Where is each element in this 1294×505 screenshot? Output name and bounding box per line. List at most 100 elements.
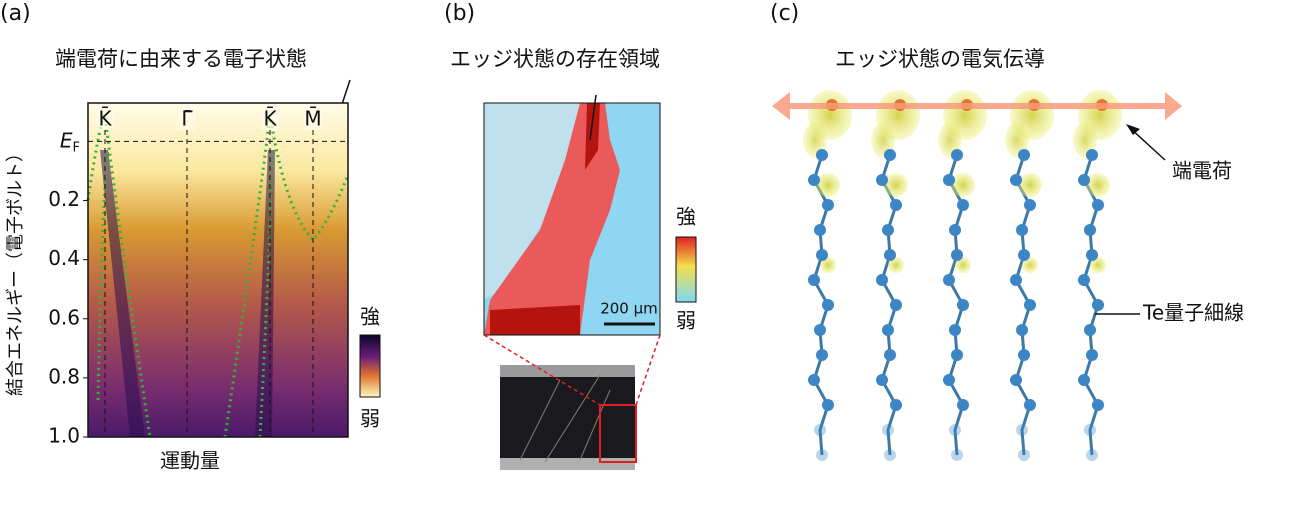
te-atom xyxy=(876,174,888,186)
y-tick-label: 0.6 xyxy=(48,305,80,329)
te-atom xyxy=(876,374,888,386)
te-atom xyxy=(1086,349,1098,361)
charge-density xyxy=(938,122,962,158)
te-atom xyxy=(1010,174,1022,186)
k-label-bg xyxy=(178,108,196,130)
te-atom xyxy=(1092,199,1104,211)
charge-density xyxy=(1022,257,1038,273)
annotation-arrow xyxy=(1129,127,1166,161)
te-atom xyxy=(1024,399,1036,411)
charge-density xyxy=(871,122,895,158)
charge-density xyxy=(888,257,904,273)
te-atom xyxy=(890,299,902,311)
te-atom xyxy=(957,399,969,411)
y-tick-label: 0.2 xyxy=(48,187,80,211)
te-atom xyxy=(816,249,828,261)
charge-density xyxy=(1073,122,1097,158)
y-tick-label: 1.0 xyxy=(48,424,80,448)
panel-c: (c) エッジ状態の電気伝導 端電荷 Te量子細線 xyxy=(770,1,1244,461)
k-point-label: K̄ xyxy=(98,106,112,131)
band-dark xyxy=(100,150,275,437)
te-atom xyxy=(808,174,820,186)
fermi-label: EF xyxy=(60,128,80,155)
colorbar-high: 強 xyxy=(676,205,696,229)
scale-bar-label: 200 μm xyxy=(600,300,658,318)
panel-title: エッジ状態の存在領域 xyxy=(450,47,660,71)
te-atom xyxy=(957,199,969,211)
te-atom xyxy=(808,374,820,386)
te-atom xyxy=(884,149,896,161)
charge-density xyxy=(803,122,827,158)
te-atom xyxy=(949,224,961,236)
te-atom xyxy=(1086,249,1098,261)
te-atom xyxy=(1086,449,1098,461)
te-atom xyxy=(1078,374,1090,386)
te-atom xyxy=(816,349,828,361)
te-atom xyxy=(814,424,826,436)
y-tick-label: 0.8 xyxy=(48,364,80,388)
te-atom xyxy=(951,149,963,161)
te-atom xyxy=(1018,349,1030,361)
charge-density xyxy=(955,257,971,273)
te-atom xyxy=(943,174,955,186)
te-atom xyxy=(876,274,888,286)
panel-tag: (a) xyxy=(0,1,31,26)
photo-edge xyxy=(500,365,635,377)
te-atom xyxy=(1078,274,1090,286)
te-atom xyxy=(1084,324,1096,336)
te-atom xyxy=(816,149,828,161)
conduction-arrow xyxy=(772,92,1182,120)
charge-density xyxy=(816,173,840,197)
te-atom xyxy=(1084,224,1096,236)
te-atom xyxy=(890,399,902,411)
y-axis-label: 結合エネルギー（電子ボルト） xyxy=(5,144,26,396)
te-atom xyxy=(949,324,961,336)
y-tick-label: 0.4 xyxy=(48,246,80,270)
te-atom xyxy=(808,274,820,286)
te-atom xyxy=(943,374,955,386)
fermi-symbol: E xyxy=(60,128,73,152)
charge-density xyxy=(1086,173,1110,197)
te-atom xyxy=(1010,374,1022,386)
charge-density xyxy=(820,257,836,273)
charge-density xyxy=(1018,173,1042,197)
te-atom xyxy=(882,224,894,236)
te-atom xyxy=(1086,149,1098,161)
colorbar-low: 弱 xyxy=(676,309,696,333)
colorbar xyxy=(675,236,697,303)
colorbar xyxy=(359,334,381,398)
te-atom xyxy=(1092,299,1104,311)
te-atom xyxy=(1016,424,1028,436)
te-atom xyxy=(951,249,963,261)
charge-label: 端電荷 xyxy=(1172,159,1232,183)
te-atom xyxy=(1010,274,1022,286)
map-region xyxy=(484,103,580,300)
k-label-bg xyxy=(96,108,114,130)
te-atom xyxy=(1018,249,1030,261)
charge-density xyxy=(951,173,975,197)
te-atom xyxy=(1078,174,1090,186)
annotation: 端電荷に由来する電子状態 xyxy=(55,47,307,71)
te-atom xyxy=(882,324,894,336)
te-atom xyxy=(814,324,826,336)
photo-streaks xyxy=(519,374,611,463)
te-atom xyxy=(949,424,961,436)
te-atom xyxy=(822,199,834,211)
panel-tag: (c) xyxy=(770,1,799,26)
panel-a: (a) 端電荷に由来する電子状態 0.2 0.4 0.6 0.8 1.0 EF K̄ Γ̄ K̄… xyxy=(0,1,381,473)
sample-photo xyxy=(500,365,635,470)
te-atom xyxy=(884,349,896,361)
map-strong xyxy=(490,103,600,335)
k-point-label: M̄ xyxy=(304,106,321,131)
panel-tag: (b) xyxy=(444,1,475,26)
plot-frame xyxy=(87,102,349,438)
fermi-subscript: F xyxy=(73,140,80,155)
k-point-label: K̄ xyxy=(263,106,277,131)
te-atom xyxy=(951,349,963,361)
te-atom xyxy=(1016,324,1028,336)
te-atom xyxy=(1092,399,1104,411)
te-atom xyxy=(1084,424,1096,436)
charge-density xyxy=(884,173,908,197)
band-dispersion xyxy=(86,111,350,438)
te-atom xyxy=(882,424,894,436)
